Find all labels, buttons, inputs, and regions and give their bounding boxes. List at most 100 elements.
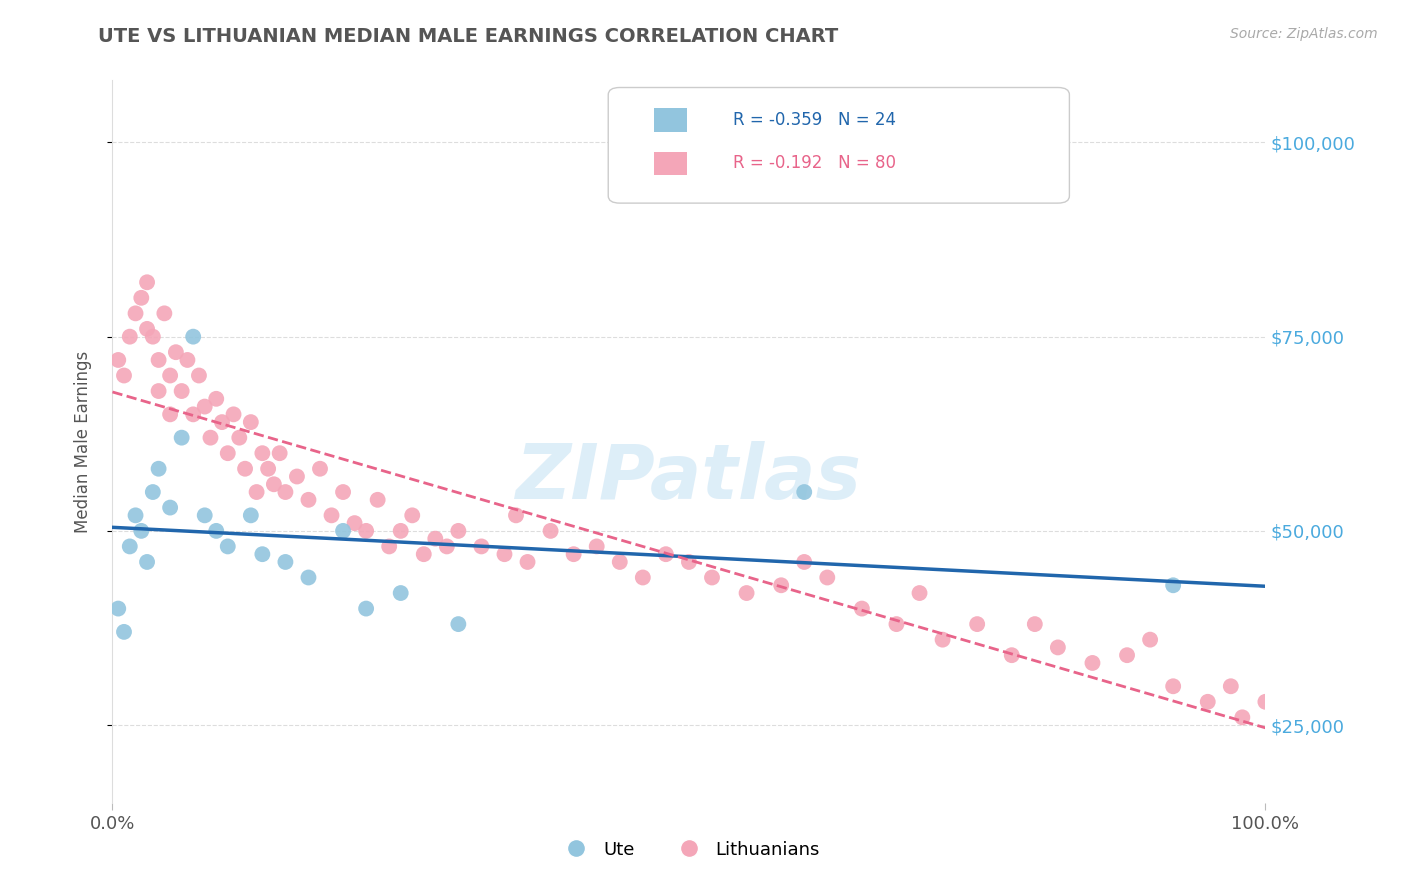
Point — [107, 353, 129, 368]
Point — [367, 492, 389, 507]
Point — [540, 524, 562, 538]
Point — [1024, 617, 1046, 632]
Point — [447, 617, 470, 632]
Point — [354, 601, 377, 615]
Point — [274, 555, 297, 569]
Point — [470, 540, 492, 554]
Point — [1232, 710, 1254, 724]
Point — [107, 601, 129, 615]
Point — [252, 547, 274, 561]
Text: Source: ZipAtlas.com: Source: ZipAtlas.com — [1230, 27, 1378, 41]
Point — [170, 384, 193, 398]
Point — [194, 400, 217, 414]
Point — [609, 555, 631, 569]
Point — [170, 431, 193, 445]
Point — [401, 508, 423, 523]
Point — [770, 578, 793, 592]
Point — [1139, 632, 1161, 647]
Point — [332, 524, 354, 538]
Point — [257, 461, 280, 475]
Point — [793, 485, 815, 500]
Point — [1197, 695, 1219, 709]
Y-axis label: Median Male Earnings: Median Male Earnings — [73, 351, 91, 533]
Point — [332, 485, 354, 500]
Point — [343, 516, 366, 530]
Point — [425, 532, 447, 546]
Point — [321, 508, 343, 523]
Point — [1116, 648, 1139, 663]
Text: R = -0.359   N = 24: R = -0.359 N = 24 — [733, 111, 896, 129]
Point — [309, 461, 332, 475]
Point — [200, 431, 222, 445]
Point — [263, 477, 285, 491]
Point — [389, 524, 412, 538]
Legend: Ute, Lithuanians: Ute, Lithuanians — [551, 834, 827, 866]
Point — [136, 322, 159, 336]
Point — [188, 368, 211, 383]
Point — [129, 524, 153, 538]
Point — [124, 306, 146, 320]
Point — [389, 586, 412, 600]
Point — [908, 586, 931, 600]
Point — [136, 555, 159, 569]
Point — [142, 329, 165, 343]
Point — [516, 555, 538, 569]
Point — [205, 524, 228, 538]
Point — [631, 570, 654, 584]
Point — [412, 547, 434, 561]
Point — [118, 540, 141, 554]
Point — [447, 524, 470, 538]
Point — [1161, 578, 1184, 592]
Point — [159, 408, 181, 422]
Point — [1001, 648, 1024, 663]
Point — [354, 524, 377, 538]
FancyBboxPatch shape — [654, 152, 686, 175]
Point — [165, 345, 187, 359]
Point — [585, 540, 607, 554]
Point — [886, 617, 908, 632]
Point — [269, 446, 291, 460]
Point — [112, 368, 135, 383]
Point — [793, 555, 815, 569]
Point — [181, 408, 204, 422]
Point — [239, 508, 262, 523]
FancyBboxPatch shape — [654, 109, 686, 132]
Point — [217, 446, 239, 460]
Point — [274, 485, 297, 500]
Text: UTE VS LITHUANIAN MEDIAN MALE EARNINGS CORRELATION CHART: UTE VS LITHUANIAN MEDIAN MALE EARNINGS C… — [98, 27, 838, 45]
Text: R = -0.192   N = 80: R = -0.192 N = 80 — [733, 154, 896, 172]
Point — [176, 353, 198, 368]
Point — [112, 624, 135, 639]
Point — [181, 329, 204, 343]
Point — [436, 540, 458, 554]
Point — [159, 500, 181, 515]
Point — [815, 570, 838, 584]
Point — [222, 408, 245, 422]
Point — [378, 540, 401, 554]
Point — [211, 415, 233, 429]
Point — [966, 617, 988, 632]
Point — [735, 586, 758, 600]
Point — [233, 461, 256, 475]
Point — [159, 368, 181, 383]
Point — [205, 392, 228, 406]
Point — [700, 570, 723, 584]
Point — [118, 329, 141, 343]
Point — [851, 601, 873, 615]
Point — [194, 508, 217, 523]
Point — [148, 353, 170, 368]
Point — [297, 492, 319, 507]
Point — [494, 547, 516, 561]
Point — [562, 547, 585, 561]
Point — [1046, 640, 1069, 655]
Point — [297, 570, 319, 584]
Point — [1161, 679, 1184, 693]
FancyBboxPatch shape — [609, 87, 1070, 203]
Point — [148, 384, 170, 398]
Point — [655, 547, 678, 561]
Point — [148, 461, 170, 475]
Point — [124, 508, 146, 523]
Point — [228, 431, 250, 445]
Point — [246, 485, 269, 500]
Point — [217, 540, 239, 554]
